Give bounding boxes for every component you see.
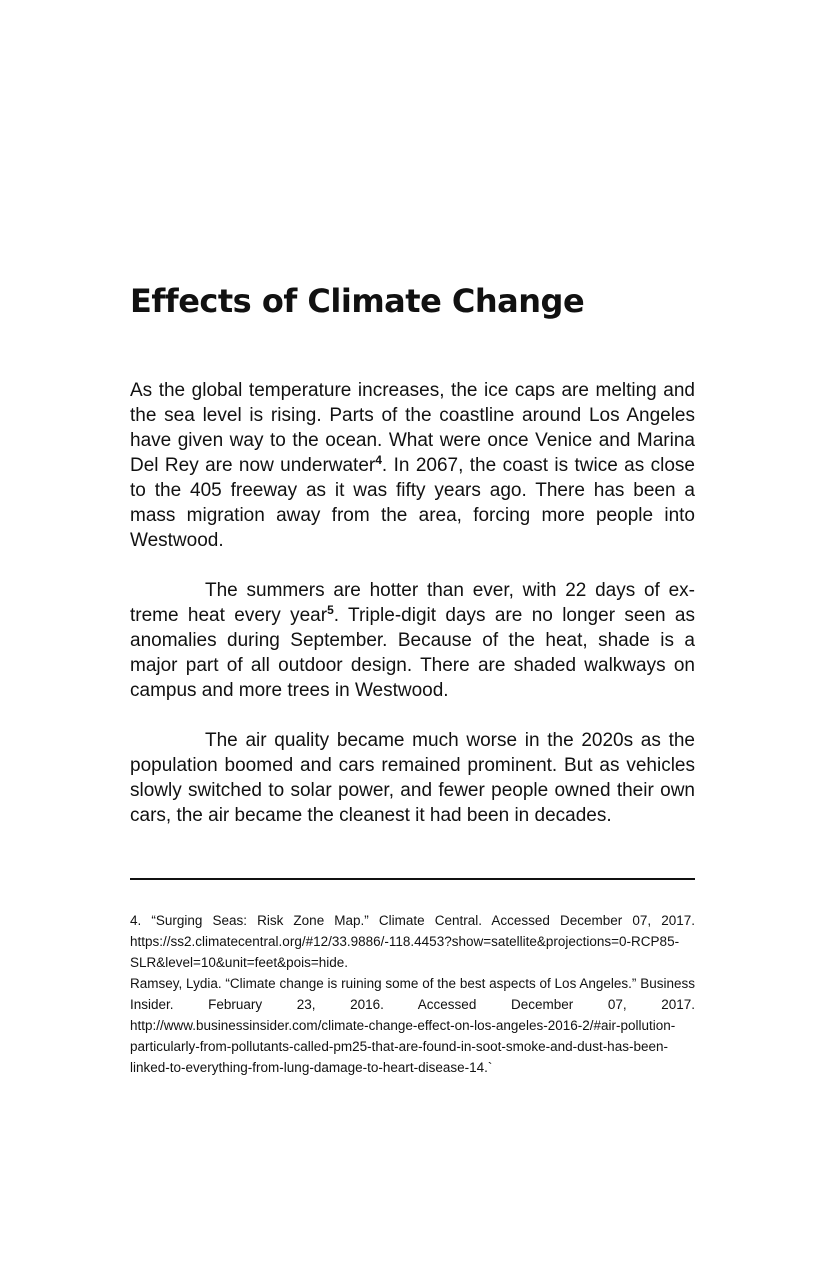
footnote-4: 4. “Surging Seas: Risk Zone Map.” Climat… bbox=[130, 913, 695, 970]
paragraph-text: The summers are hotter than ever, with 2… bbox=[130, 580, 695, 626]
footnote-reference: 4 bbox=[375, 453, 382, 467]
paragraph-sea-level: As the global temperature increases, the… bbox=[130, 378, 695, 553]
footnote-5: Ramsey, Lydia. “Climate change is ruinin… bbox=[130, 976, 695, 1075]
paragraph-heat: The summers are hotter than ever, with 2… bbox=[130, 578, 695, 703]
footnotes: 4. “Surging Seas: Risk Zone Map.” Climat… bbox=[130, 910, 695, 1078]
page-title: Effects of Climate Change bbox=[130, 282, 585, 320]
paragraph-text: As the global temperature increases, the… bbox=[130, 380, 695, 476]
footnote-reference: 5 bbox=[327, 603, 334, 617]
paragraph-air-quality: The air quality became much worse in the… bbox=[130, 730, 695, 826]
paragraph-text: . Triple-digit days are no longer seen a… bbox=[130, 605, 696, 701]
paragraph-text: . In 2067, the coast is twice as close t… bbox=[130, 455, 695, 551]
footnote-divider bbox=[130, 878, 695, 880]
body-text: As the global temperature increases, the… bbox=[130, 378, 695, 853]
